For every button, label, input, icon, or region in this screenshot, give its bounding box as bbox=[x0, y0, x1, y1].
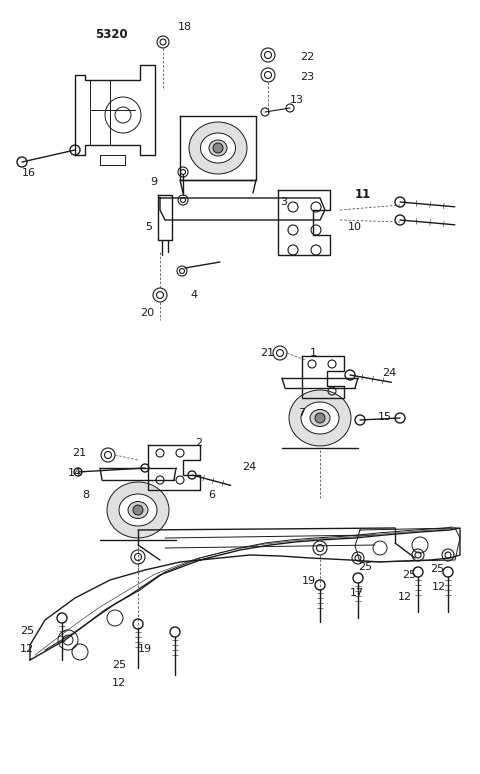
Text: 10: 10 bbox=[348, 222, 362, 232]
Text: 18: 18 bbox=[178, 22, 192, 32]
Text: 5320: 5320 bbox=[95, 28, 128, 41]
Text: 11: 11 bbox=[355, 188, 371, 201]
Circle shape bbox=[315, 413, 325, 423]
Text: 8: 8 bbox=[82, 490, 89, 500]
Text: 12: 12 bbox=[432, 582, 446, 592]
Text: 1: 1 bbox=[310, 348, 317, 358]
Text: 4: 4 bbox=[190, 290, 197, 300]
Text: 25: 25 bbox=[112, 660, 126, 670]
Text: 25: 25 bbox=[402, 570, 416, 580]
Text: 21: 21 bbox=[260, 348, 274, 358]
Text: 24: 24 bbox=[242, 462, 256, 472]
Text: 20: 20 bbox=[140, 308, 154, 318]
Text: 5: 5 bbox=[145, 222, 152, 232]
Circle shape bbox=[213, 143, 223, 153]
Circle shape bbox=[133, 505, 143, 515]
Text: 12: 12 bbox=[398, 592, 412, 602]
Text: 6: 6 bbox=[208, 490, 215, 500]
Ellipse shape bbox=[119, 494, 157, 526]
Text: 25: 25 bbox=[358, 562, 372, 572]
Text: 25: 25 bbox=[430, 564, 444, 574]
Text: 14: 14 bbox=[68, 468, 82, 478]
Text: 9: 9 bbox=[150, 177, 157, 187]
Text: 17: 17 bbox=[350, 588, 364, 598]
Ellipse shape bbox=[289, 390, 351, 446]
Text: 24: 24 bbox=[382, 368, 396, 378]
Text: 22: 22 bbox=[300, 52, 314, 62]
Text: 19: 19 bbox=[138, 644, 152, 654]
Text: 12: 12 bbox=[20, 644, 34, 654]
Ellipse shape bbox=[189, 122, 247, 174]
Ellipse shape bbox=[107, 482, 169, 538]
Ellipse shape bbox=[201, 133, 236, 163]
Text: 3: 3 bbox=[280, 197, 287, 207]
Text: 15: 15 bbox=[378, 412, 392, 422]
Text: 23: 23 bbox=[300, 72, 314, 82]
Text: 12: 12 bbox=[112, 678, 126, 688]
Text: 13: 13 bbox=[290, 95, 304, 105]
Ellipse shape bbox=[310, 409, 330, 426]
Ellipse shape bbox=[209, 140, 227, 156]
Text: 7: 7 bbox=[298, 408, 305, 418]
Ellipse shape bbox=[128, 502, 148, 519]
Text: 16: 16 bbox=[22, 168, 36, 178]
Text: 21: 21 bbox=[72, 448, 86, 458]
Text: 25: 25 bbox=[20, 626, 34, 636]
Ellipse shape bbox=[301, 402, 339, 434]
Text: 2: 2 bbox=[195, 438, 202, 448]
Text: 19: 19 bbox=[302, 576, 316, 586]
